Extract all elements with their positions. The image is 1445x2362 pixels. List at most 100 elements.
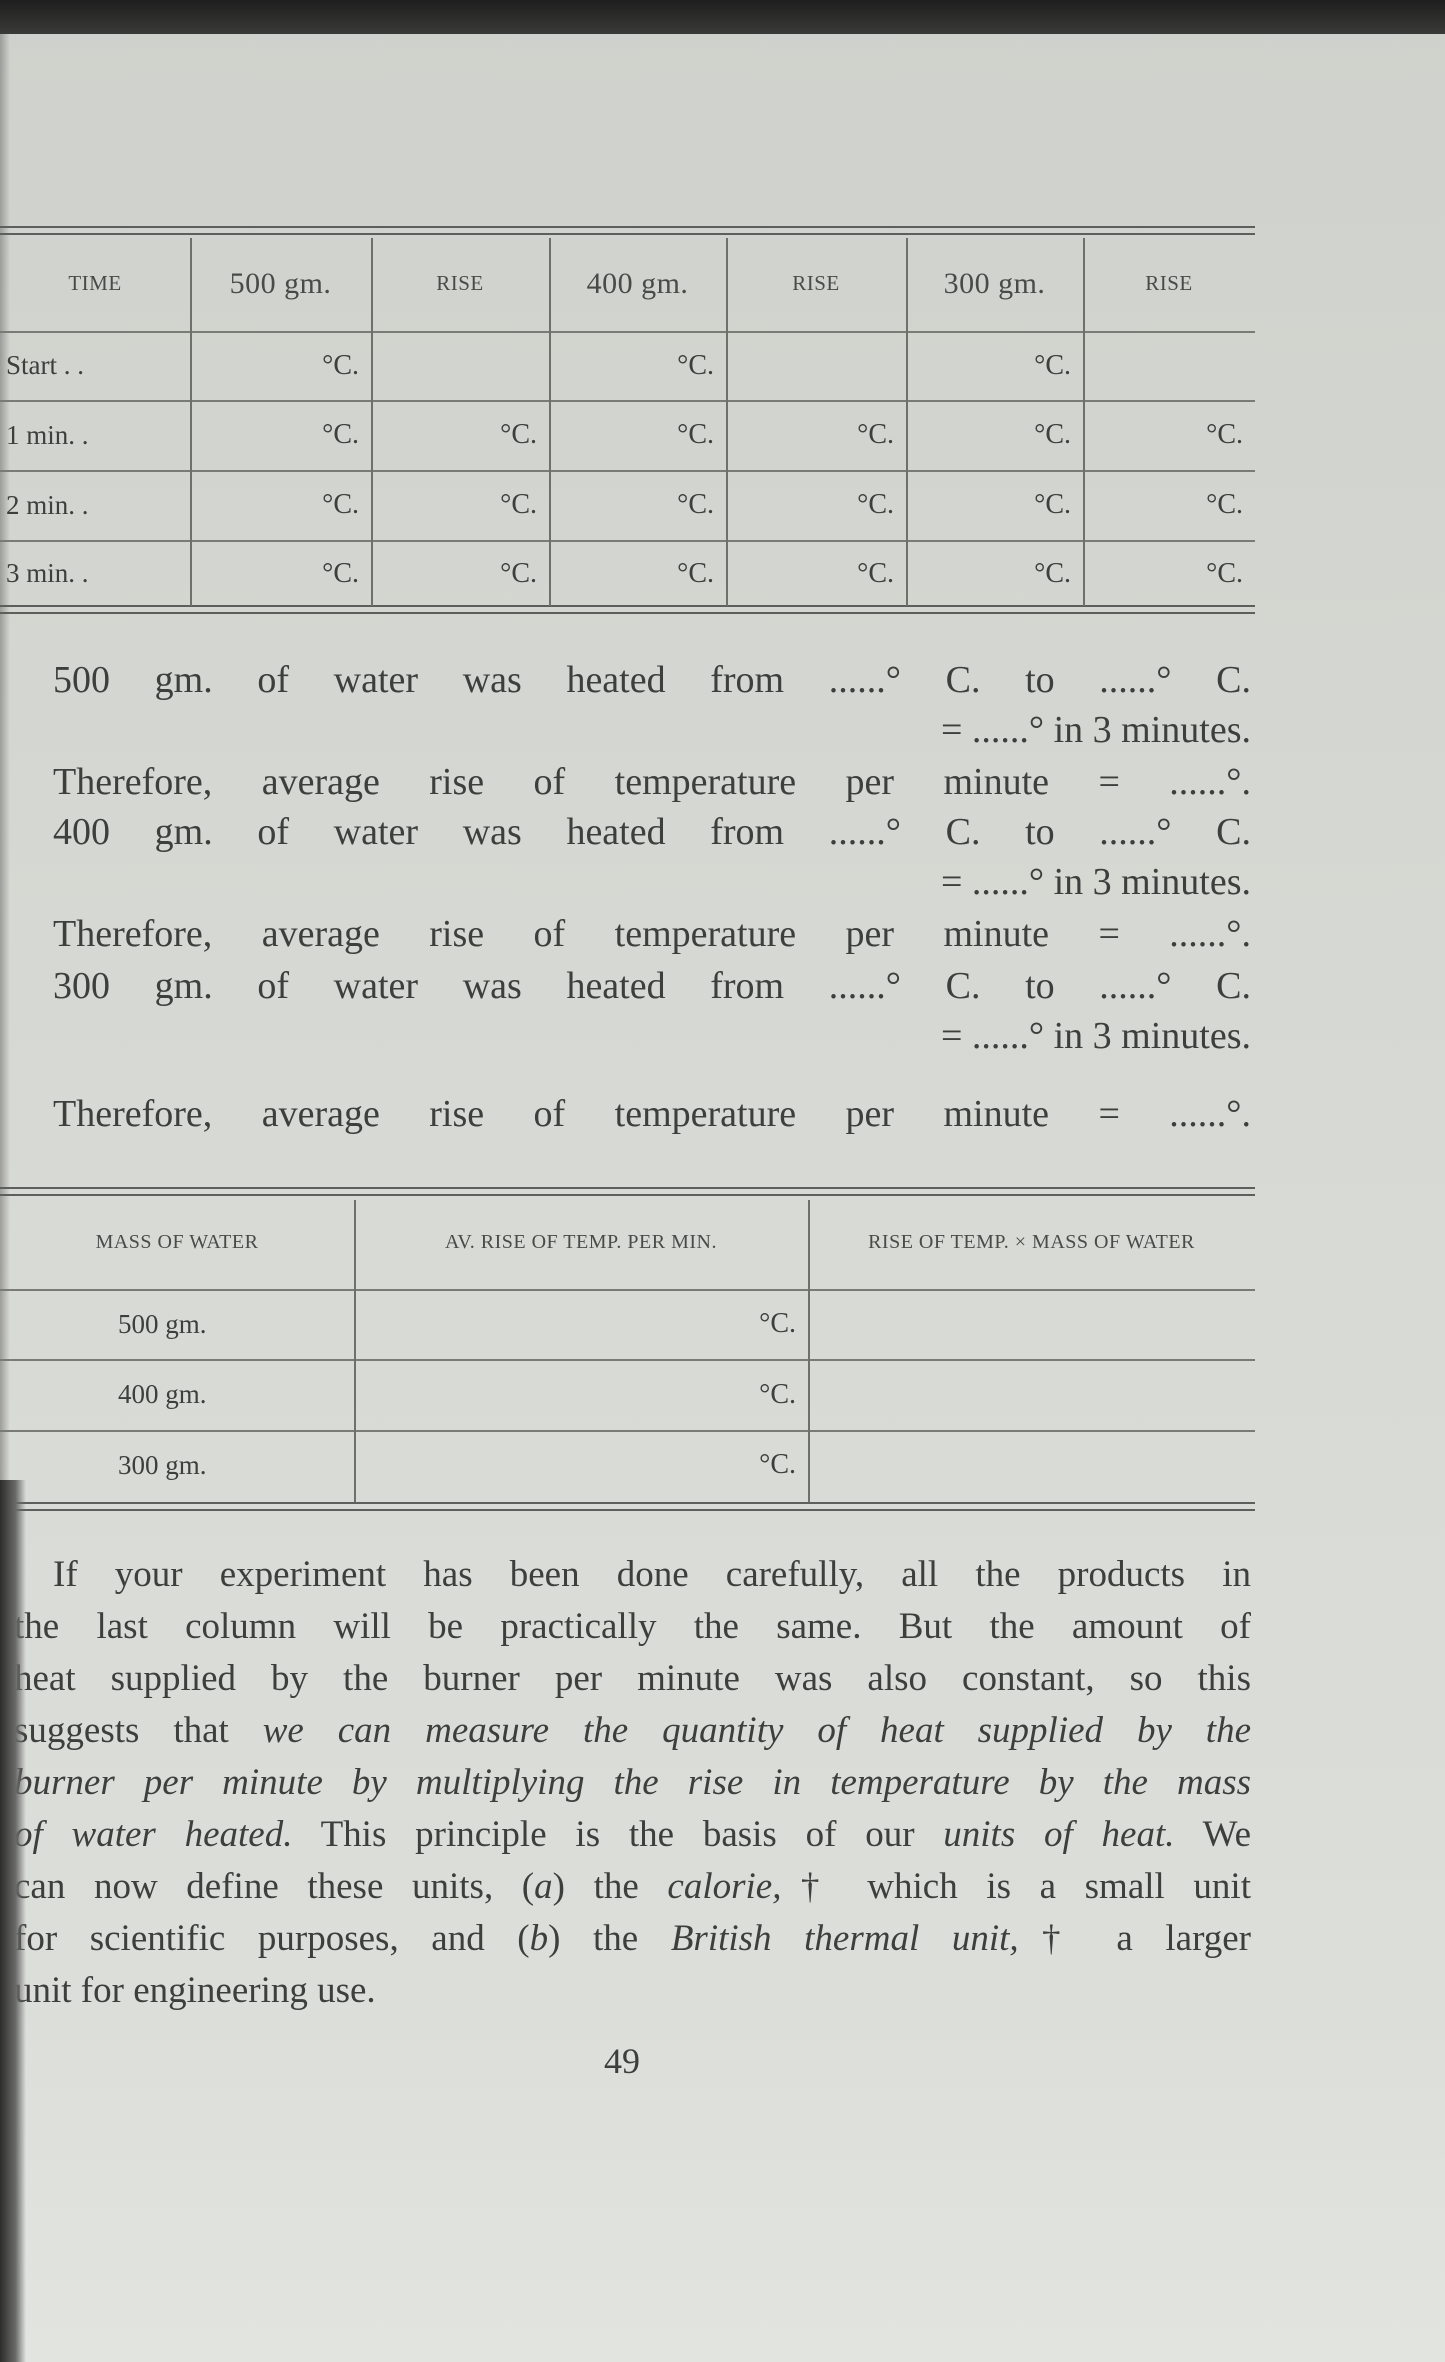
table-cell: °C. <box>1034 489 1071 520</box>
text-run: † a larger <box>1018 1918 1251 1959</box>
table-top-rule <box>0 233 1255 235</box>
table-cell <box>726 331 906 400</box>
text-run: If your experiment has been done careful… <box>53 1554 1251 1595</box>
table-cell: °C. <box>677 419 714 450</box>
table-cell: °C. <box>1206 489 1243 520</box>
table-top-rule <box>0 1187 1255 1189</box>
table-cell: °C. <box>500 489 537 520</box>
text-run: for scientific purposes, and ( <box>14 1918 530 1959</box>
text-run: suggests that <box>14 1710 263 1751</box>
row-divider <box>0 1430 1255 1432</box>
column-header: MASS OF WATER <box>95 1231 259 1253</box>
table-cell: °C. <box>857 419 894 450</box>
calculation-line: Therefore, average rise of temperature p… <box>53 1093 1251 1135</box>
column-divider <box>354 1200 356 1502</box>
table-cell: °C. <box>857 489 894 520</box>
rise-cell: °C. <box>759 1308 796 1339</box>
italic-text: burner per minute by multiplying the ris… <box>14 1762 1251 1803</box>
table-cell: °C. <box>677 489 714 520</box>
product-cell <box>808 1430 1255 1500</box>
italic-text: of water heated. <box>14 1814 293 1855</box>
text-run: ) the <box>548 1918 671 1959</box>
text-run: unit for engineering use. <box>14 1970 376 2011</box>
italic-text: calorie, <box>667 1866 782 1907</box>
page-number: 49 <box>604 2041 640 2081</box>
table-cell <box>371 331 549 400</box>
table-cell: °C. <box>322 557 359 589</box>
row-label: 3 min. . <box>6 558 89 588</box>
table-cell: °C. <box>857 557 894 589</box>
column-header: RISE <box>436 271 484 295</box>
table-cell: °C. <box>1034 419 1071 450</box>
italic-text: a <box>534 1866 553 1907</box>
text-run: We <box>1174 1814 1251 1855</box>
calculation-line: = ......° in 3 minutes. <box>940 1015 1251 1057</box>
row-divider <box>0 1359 1255 1361</box>
paragraph-line: for scientific purposes, and (b) the Bri… <box>14 1914 1251 1964</box>
table-cell: °C. <box>677 557 714 589</box>
calculation-line: = ......° in 3 minutes. <box>940 861 1251 903</box>
column-divider <box>371 238 373 606</box>
table-cell: °C. <box>500 557 537 589</box>
text-run: can now define these units, ( <box>14 1866 535 1907</box>
column-divider <box>726 238 728 606</box>
table-cell: °C. <box>1034 557 1071 589</box>
text-run: the last column will be practically the … <box>14 1606 1251 1647</box>
row-label: 2 min. . <box>6 489 89 520</box>
table-cell: °C. <box>322 489 359 520</box>
calculation-line: 500 gm. of water was heated from ......°… <box>53 659 1251 701</box>
paragraph-line: the last column will be practically the … <box>14 1602 1251 1652</box>
calculation-line: Therefore, average rise of temperature p… <box>53 761 1251 803</box>
page-gutter-shade <box>0 34 10 1484</box>
text-run: † which is a small unit <box>781 1866 1251 1907</box>
paragraph-line: burner per minute by multiplying the ris… <box>14 1758 1251 1808</box>
table-bottom-rule <box>0 1509 1255 1511</box>
column-header: 500 gm. <box>229 266 332 300</box>
table-top-rule <box>0 226 1255 228</box>
table-cell: °C. <box>1206 419 1243 450</box>
column-header: RISE OF TEMP. × MASS OF WATER <box>868 1231 1195 1253</box>
text-run: This principle is the basis of our <box>292 1814 944 1855</box>
row-divider <box>0 470 1255 472</box>
column-divider <box>808 1200 810 1502</box>
page-fold-shadow <box>0 1480 26 2362</box>
table-bottom-rule <box>0 1502 1255 1504</box>
column-header: TIME <box>68 271 122 295</box>
calculation-line: 300 gm. of water was heated from ......°… <box>53 965 1251 1007</box>
product-cell <box>808 1359 1255 1430</box>
column-divider <box>549 238 551 606</box>
table-top-rule <box>0 1194 1255 1196</box>
table-cell: °C. <box>677 349 714 381</box>
table-cell: °C. <box>322 349 359 381</box>
paragraph-line: unit for engineering use. <box>14 1966 1251 2016</box>
italic-text: British thermal unit, <box>670 1918 1019 1959</box>
calculation-line: Therefore, average rise of temperature p… <box>53 913 1251 955</box>
column-header: RISE <box>792 271 840 295</box>
table-cell: °C. <box>322 419 359 450</box>
paragraph-line: can now define these units, (a) the calo… <box>14 1862 1251 1912</box>
column-header: 400 gm. <box>586 266 689 300</box>
table-cell: °C. <box>500 419 537 450</box>
italic-text: we can measure the quantity of heat supp… <box>262 1710 1251 1751</box>
rise-cell: °C. <box>759 1378 796 1410</box>
text-run: ) the <box>552 1866 668 1907</box>
paragraph-line: suggests that we can measure the quantit… <box>14 1706 1251 1756</box>
table-cell <box>1083 331 1255 400</box>
row-divider <box>0 400 1255 402</box>
row-divider <box>0 331 1255 333</box>
calculation-line: 400 gm. of water was heated from ......°… <box>53 811 1251 853</box>
column-divider <box>190 238 192 606</box>
table-bottom-rule <box>0 612 1255 614</box>
rise-cell: °C. <box>759 1449 796 1480</box>
row-divider <box>0 1289 1255 1291</box>
calculation-line: = ......° in 3 minutes. <box>940 709 1251 751</box>
column-header: RISE <box>1145 271 1193 295</box>
table-cell: °C. <box>1206 557 1243 589</box>
column-header: AV. RISE OF TEMP. PER MIN. <box>445 1231 717 1253</box>
mass-cell: 500 gm. <box>118 1308 207 1339</box>
paragraph-line: of water heated. This principle is the b… <box>14 1810 1251 1860</box>
row-label: Start . . <box>6 350 84 380</box>
column-divider <box>1083 238 1085 606</box>
mass-cell: 300 gm. <box>118 1449 207 1480</box>
column-divider <box>906 238 908 606</box>
